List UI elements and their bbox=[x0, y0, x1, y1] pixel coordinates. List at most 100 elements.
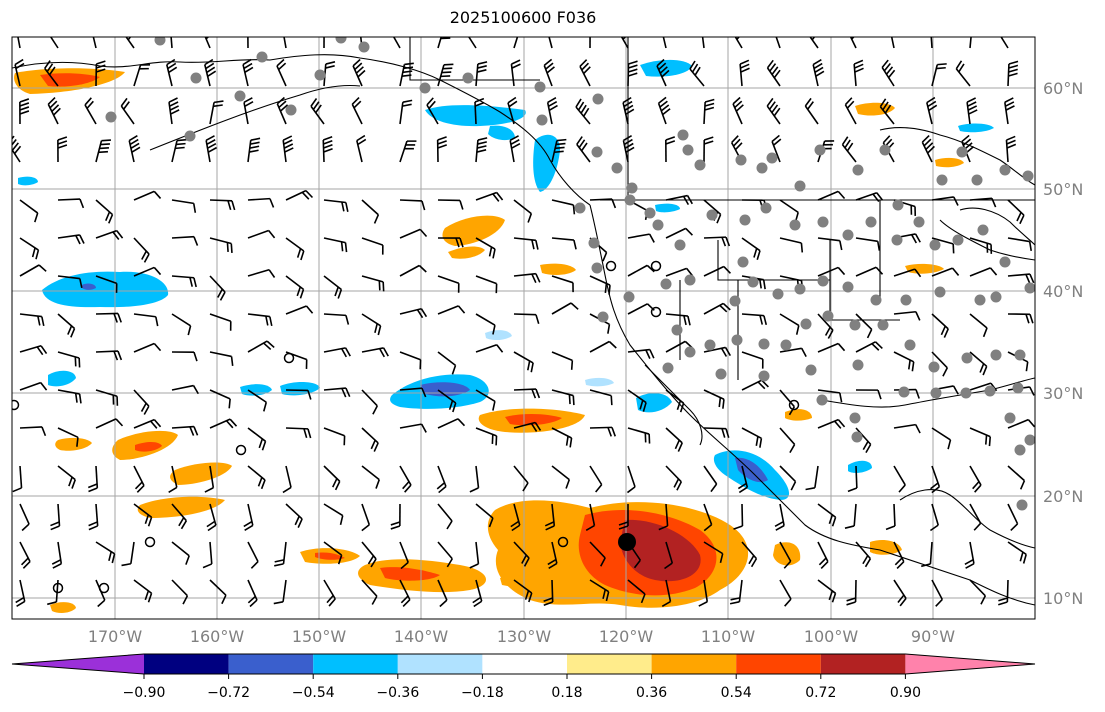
wind-barb-icon bbox=[893, 423, 921, 434]
station-filled-circle-icon bbox=[789, 219, 801, 231]
wind-barb-icon bbox=[513, 579, 533, 603]
wind-barb-icon bbox=[57, 351, 81, 368]
wind-barb-icon bbox=[627, 348, 655, 359]
wind-barb-icon bbox=[352, 58, 366, 87]
wind-barb-icon bbox=[361, 465, 380, 489]
wind-barb-icon bbox=[273, 579, 287, 605]
wind-barb-icon bbox=[779, 313, 800, 335]
wind-barb-icon bbox=[399, 541, 409, 570]
wind-barb-icon bbox=[45, 37, 59, 49]
wind-barb-icon bbox=[969, 237, 993, 254]
wind-barb-icon bbox=[771, 134, 782, 163]
wind-barb-icon bbox=[817, 237, 843, 251]
plot-title: 2025100600 F036 bbox=[449, 8, 597, 27]
wind-barb-icon bbox=[931, 196, 959, 206]
wind-barb-icon bbox=[741, 541, 758, 568]
wind-barb-icon bbox=[95, 229, 124, 240]
wind-barb-icon bbox=[817, 266, 846, 277]
wind-barb-icon bbox=[209, 237, 233, 254]
station-filled-circle-icon bbox=[597, 311, 609, 323]
station-open-circle-icon bbox=[605, 260, 617, 272]
wind-barb-icon bbox=[855, 541, 872, 568]
lon-label: 150°W bbox=[292, 627, 347, 646]
lon-label: 140°W bbox=[394, 627, 449, 646]
wind-barb-icon bbox=[995, 37, 1009, 49]
lat-label: 60°N bbox=[1043, 79, 1083, 98]
wind-barb-icon bbox=[741, 237, 761, 260]
wind-barb-icon bbox=[665, 194, 693, 205]
station-filled-circle-icon bbox=[335, 37, 347, 44]
wind-barb-icon bbox=[247, 313, 273, 327]
station-filled-circle-icon bbox=[534, 81, 546, 93]
wind-barb-icon bbox=[1004, 97, 1015, 125]
wind-barb-icon bbox=[247, 541, 259, 569]
wind-barb-icon bbox=[804, 97, 819, 125]
wind-barb-icon bbox=[955, 60, 971, 87]
wind-barb-icon bbox=[930, 465, 941, 494]
wind-barb-icon bbox=[931, 579, 944, 607]
wind-barb-icon bbox=[475, 503, 494, 528]
station-open-circle-icon bbox=[557, 536, 569, 548]
wind-barb-icon bbox=[399, 62, 414, 87]
wind-barb-icon bbox=[351, 97, 363, 125]
wind-barb-icon bbox=[698, 579, 709, 607]
wind-barb-icon bbox=[733, 503, 744, 530]
lon-label: 130°W bbox=[497, 627, 552, 646]
colorbar: −0.90 −0.72 −0.54 −0.36 −0.18 0.18 0.36 … bbox=[11, 653, 1036, 701]
wind-barb-icon bbox=[703, 302, 731, 315]
station-filled-circle-icon bbox=[898, 386, 910, 398]
wind-barb-icon bbox=[19, 381, 48, 391]
wind-barb-icon bbox=[209, 418, 238, 429]
wind-barb-icon bbox=[1007, 503, 1019, 531]
wind-barb-icon bbox=[95, 312, 122, 323]
station-filled-circle-icon bbox=[105, 111, 117, 123]
wind-barb-icon bbox=[19, 199, 39, 223]
wind-barb-icon bbox=[285, 389, 312, 400]
wind-barb-icon bbox=[285, 237, 305, 261]
wind-barb-icon bbox=[513, 421, 542, 432]
wind-barb-icon bbox=[1007, 313, 1034, 324]
wind-barb-icon bbox=[95, 541, 116, 564]
wind-barb-icon bbox=[855, 191, 884, 203]
lon-label: 170°W bbox=[88, 627, 143, 646]
wind-barb-icon bbox=[475, 61, 488, 87]
station-filled-circle-icon bbox=[780, 339, 792, 351]
wind-barb-icon bbox=[323, 237, 348, 253]
wind-barb-icon bbox=[1007, 60, 1019, 87]
wind-barb-icon bbox=[322, 135, 333, 163]
station-filled-circle-icon bbox=[904, 339, 916, 351]
wind-barb-icon bbox=[543, 579, 554, 607]
wind-barb-icon bbox=[661, 579, 672, 607]
wind-barb-icon bbox=[204, 58, 217, 87]
wind-barb-icon bbox=[399, 228, 428, 239]
station-filled-circle-icon bbox=[842, 281, 854, 293]
colorbar-tick-label: 0.36 bbox=[636, 685, 667, 701]
wind-barb-icon bbox=[575, 98, 591, 125]
wind-barb-icon bbox=[202, 541, 213, 569]
station-filled-circle-icon bbox=[849, 319, 861, 331]
wind-barb-icon bbox=[323, 313, 350, 325]
station-filled-circle-icon bbox=[677, 129, 689, 141]
wind-barb-icon bbox=[133, 389, 150, 415]
wind-barb-icon bbox=[551, 275, 574, 293]
wind-barb-icon bbox=[95, 389, 119, 406]
wind-barb-icon bbox=[658, 503, 669, 531]
station-filled-circle-icon bbox=[879, 144, 891, 156]
wind-barb-icon bbox=[323, 579, 336, 607]
wind-barb-icon bbox=[209, 275, 226, 301]
wind-barb-icon bbox=[841, 136, 857, 163]
colorbar-tick-label: 0.54 bbox=[721, 685, 752, 701]
station-filled-circle-icon bbox=[739, 214, 751, 226]
wind-barb-icon bbox=[120, 97, 135, 125]
colorbar-tick-label: −0.36 bbox=[376, 685, 419, 701]
wind-barb-icon bbox=[323, 275, 343, 299]
wind-barb-icon bbox=[589, 541, 606, 567]
wind-barb-icon bbox=[247, 465, 266, 490]
wind-barb-icon bbox=[921, 541, 933, 568]
station-filled-circle-icon bbox=[990, 349, 1002, 361]
station-filled-circle-icon bbox=[729, 295, 741, 307]
wind-barb-icon bbox=[133, 418, 162, 429]
wind-barb-icon bbox=[282, 135, 294, 163]
station-filled-circle-icon bbox=[1014, 444, 1026, 456]
